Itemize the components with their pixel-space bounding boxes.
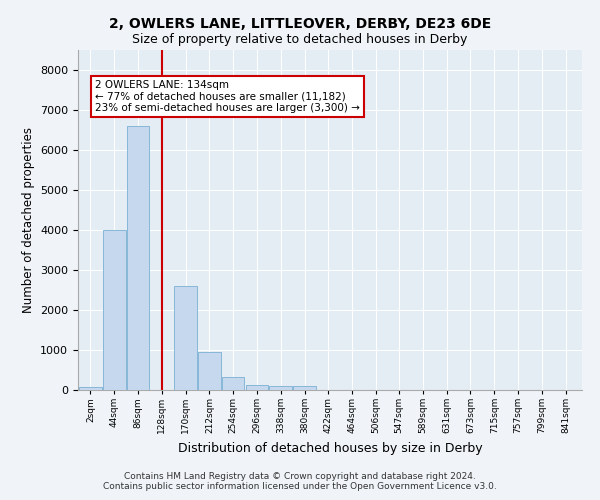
Y-axis label: Number of detached properties: Number of detached properties [22,127,35,313]
Bar [293,386,316,390]
Text: 2, OWLERS LANE, LITTLEOVER, DERBY, DE23 6DE: 2, OWLERS LANE, LITTLEOVER, DERBY, DE23 … [109,18,491,32]
Text: Contains public sector information licensed under the Open Government Licence v3: Contains public sector information licen… [103,482,497,491]
Bar [103,230,125,390]
X-axis label: Distribution of detached houses by size in Derby: Distribution of detached houses by size … [178,442,482,454]
Bar [222,377,244,390]
Text: Contains HM Land Registry data © Crown copyright and database right 2024.: Contains HM Land Registry data © Crown c… [124,472,476,481]
Bar [245,385,268,390]
Bar [79,387,102,390]
Bar [174,286,197,390]
Text: Size of property relative to detached houses in Derby: Size of property relative to detached ho… [133,32,467,46]
Bar [127,126,149,390]
Bar [269,386,292,390]
Text: 2 OWLERS LANE: 134sqm
← 77% of detached houses are smaller (11,182)
23% of semi-: 2 OWLERS LANE: 134sqm ← 77% of detached … [95,80,360,113]
Bar [198,352,221,390]
